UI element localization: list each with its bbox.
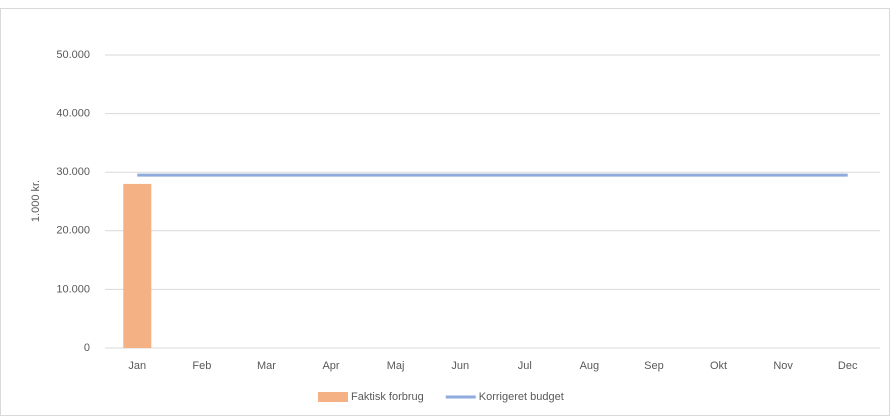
x-tick-label: Mar xyxy=(257,360,276,372)
x-tick-label: Sep xyxy=(644,360,664,372)
x-tick-label: Jul xyxy=(518,360,532,372)
x-tick-label: Apr xyxy=(322,360,339,372)
y-tick-label: 40.000 xyxy=(56,108,90,120)
x-tick-label: Okt xyxy=(710,360,727,372)
bar xyxy=(123,183,152,348)
x-tick-label: Jun xyxy=(451,360,469,372)
x-tick-label: Maj xyxy=(387,360,405,372)
y-tick-label: 20.000 xyxy=(56,225,90,237)
legend-swatch xyxy=(318,392,348,402)
x-tick-label: Aug xyxy=(580,360,600,372)
x-tick-label: Feb xyxy=(192,360,211,372)
x-tick-label: Nov xyxy=(773,360,793,372)
y-tick-label: 10.000 xyxy=(56,283,90,295)
legend-label: Faktisk forbrug xyxy=(351,391,424,403)
y-tick-label: 0 xyxy=(84,342,90,354)
y-tick-label: 50.000 xyxy=(56,49,90,61)
x-tick-label: Dec xyxy=(838,360,858,372)
y-tick-label: 30.000 xyxy=(56,166,90,178)
x-tick-label: Jan xyxy=(128,360,146,372)
y-axis-label: 1.000 kr. xyxy=(30,180,42,222)
legend-label: Korrigeret budget xyxy=(479,391,564,403)
